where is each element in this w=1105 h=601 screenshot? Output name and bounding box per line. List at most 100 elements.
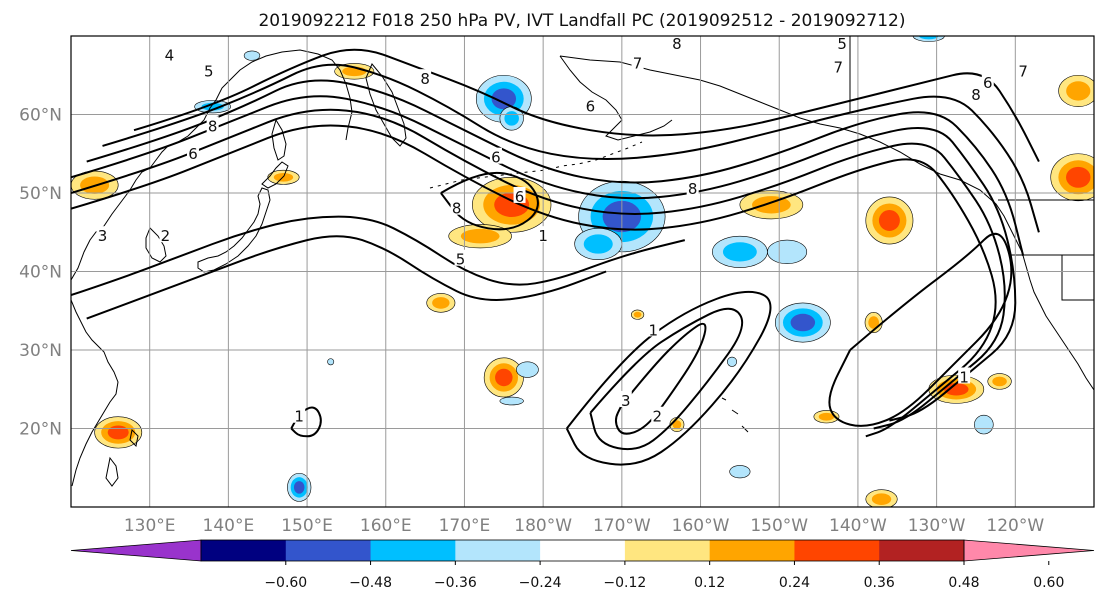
ivt-fill-patch xyxy=(992,376,1007,387)
colorbar-segment xyxy=(709,540,795,561)
pv-contour-line xyxy=(290,406,322,438)
contour-label: 8 xyxy=(420,70,430,88)
asia-coastline xyxy=(71,49,353,281)
colorbar-segment xyxy=(285,540,372,561)
contour-label: 6 xyxy=(586,98,596,116)
contour-label: 3 xyxy=(98,227,108,245)
contour-label-bg xyxy=(647,320,660,337)
colorbar-tick-label: 0.48 xyxy=(948,575,979,591)
lat-tick-label: 50°N xyxy=(19,184,62,204)
contour-label: 8 xyxy=(688,180,698,198)
ivt-fill-patch xyxy=(499,396,524,406)
ivt-fill-patch xyxy=(504,111,519,126)
latitude-tick-labels: 20°N 30°N 40°N 50°N 60°N xyxy=(19,106,62,440)
colorbar-frame xyxy=(200,539,965,562)
ivt-fill-patch xyxy=(790,313,816,332)
contour-label: 6 xyxy=(515,188,525,206)
colorbar-tick-label: −0.12 xyxy=(603,575,646,591)
lon-tick-label: 170°E xyxy=(439,516,491,536)
map-frame xyxy=(70,35,1095,508)
contour-label: 7 xyxy=(833,58,843,76)
colorbar-segment xyxy=(370,540,456,561)
ivt-fill-patch xyxy=(726,356,738,367)
ivt-fill-patch xyxy=(432,297,450,309)
contour-label-bg xyxy=(670,36,683,50)
colorbar-tick-label: −0.60 xyxy=(264,575,307,591)
ivt-fill-patch xyxy=(293,481,305,494)
bristol-bay-coastline xyxy=(559,55,673,141)
contour-label: 6 xyxy=(491,149,501,167)
ivt-fill-patch xyxy=(919,36,939,40)
contour-label: 3 xyxy=(621,392,631,410)
map-title: 2019092212 F018 250 hPa PV, IVT Landfall… xyxy=(258,11,905,31)
lat-tick-label: 60°N xyxy=(19,106,62,126)
ivt-fill-patch xyxy=(107,425,129,440)
contour-label: 6 xyxy=(983,74,993,92)
colorbar-tick-label: 0.12 xyxy=(694,575,725,591)
pv-contour-line xyxy=(71,95,1017,422)
ivt-fill-patch xyxy=(868,316,879,329)
contour-label-bg xyxy=(584,96,597,113)
ivt-fill-patch xyxy=(491,88,517,110)
contour-label-bg xyxy=(686,179,699,196)
pv-contour-line xyxy=(589,307,744,451)
contour-label-bg xyxy=(619,391,632,408)
ivt-fill-patch xyxy=(818,412,835,421)
contour-label: 2 xyxy=(652,408,662,426)
ivt-fill-patch xyxy=(583,234,613,254)
ivt-fill-patch xyxy=(878,210,900,231)
colorbar-extend-high xyxy=(963,539,1095,562)
ivt-fill-patch xyxy=(516,361,539,378)
ivt-fill-patch xyxy=(1066,166,1091,188)
pv-contour-line xyxy=(71,108,1006,430)
ivt-fill-patch xyxy=(243,50,261,61)
ivt-fill-patch xyxy=(729,465,751,479)
contour-label: 4 xyxy=(165,47,175,65)
colorbar-segment xyxy=(201,540,287,561)
contour-label-bg xyxy=(450,198,463,215)
contour-label: 5 xyxy=(837,35,847,53)
contour-label: 1 xyxy=(538,227,548,245)
longitude-tick-labels: 130°E 140°E 150°E 160°E 170°E 180°W 170°W 160°W… xyxy=(124,516,1045,536)
lon-tick-label: 160°W xyxy=(672,516,730,536)
contour-label-bg xyxy=(163,45,176,62)
lon-tick-label: 170°W xyxy=(593,516,651,536)
china-coastline xyxy=(71,299,119,487)
pv-contour-line xyxy=(71,124,997,438)
contour-label-bg xyxy=(832,57,845,74)
colorbar-segment xyxy=(794,540,880,561)
ivt-fill-patch xyxy=(633,311,642,318)
lon-tick-label: 160°E xyxy=(360,516,412,536)
ivt-fill-patch xyxy=(722,242,757,262)
ivt-fill-patch xyxy=(495,368,513,387)
contour-label: 1 xyxy=(649,321,659,339)
colorbar-tick-label: −0.48 xyxy=(349,575,392,591)
colorbar-tick-label: −0.24 xyxy=(519,575,562,591)
contour-label: 1 xyxy=(959,368,969,386)
pv-contour-line xyxy=(133,48,1040,163)
ivt-fill-patch xyxy=(974,414,994,435)
contour-label: 8 xyxy=(971,86,981,104)
colorbar-segment xyxy=(879,540,965,561)
contour-label-bg xyxy=(96,226,109,243)
ivt-fill-patch xyxy=(751,196,791,214)
contour-label-bg xyxy=(1017,61,1030,78)
lon-tick-label: 150°E xyxy=(281,516,333,536)
contour-label: 8 xyxy=(452,200,462,218)
lat-tick-label: 30°N xyxy=(19,341,62,361)
pv-contour-line xyxy=(440,171,539,231)
kamchatka-coastline xyxy=(365,63,407,147)
colorbar xyxy=(70,539,1095,562)
ivt-fill-patch xyxy=(273,172,294,182)
hokkaido-coastline xyxy=(261,161,289,189)
lon-tick-label: 150°W xyxy=(750,516,808,536)
contour-label-bg xyxy=(981,73,994,90)
contour-label: 5 xyxy=(204,62,214,80)
philippines-taiwan xyxy=(105,428,139,487)
colorbar-tick-label: 0.60 xyxy=(1033,575,1064,591)
ivt-fill-patch xyxy=(871,493,892,505)
pv-contours xyxy=(71,48,1040,466)
contour-label-bg xyxy=(454,249,467,266)
contour-label-bg xyxy=(969,84,982,101)
